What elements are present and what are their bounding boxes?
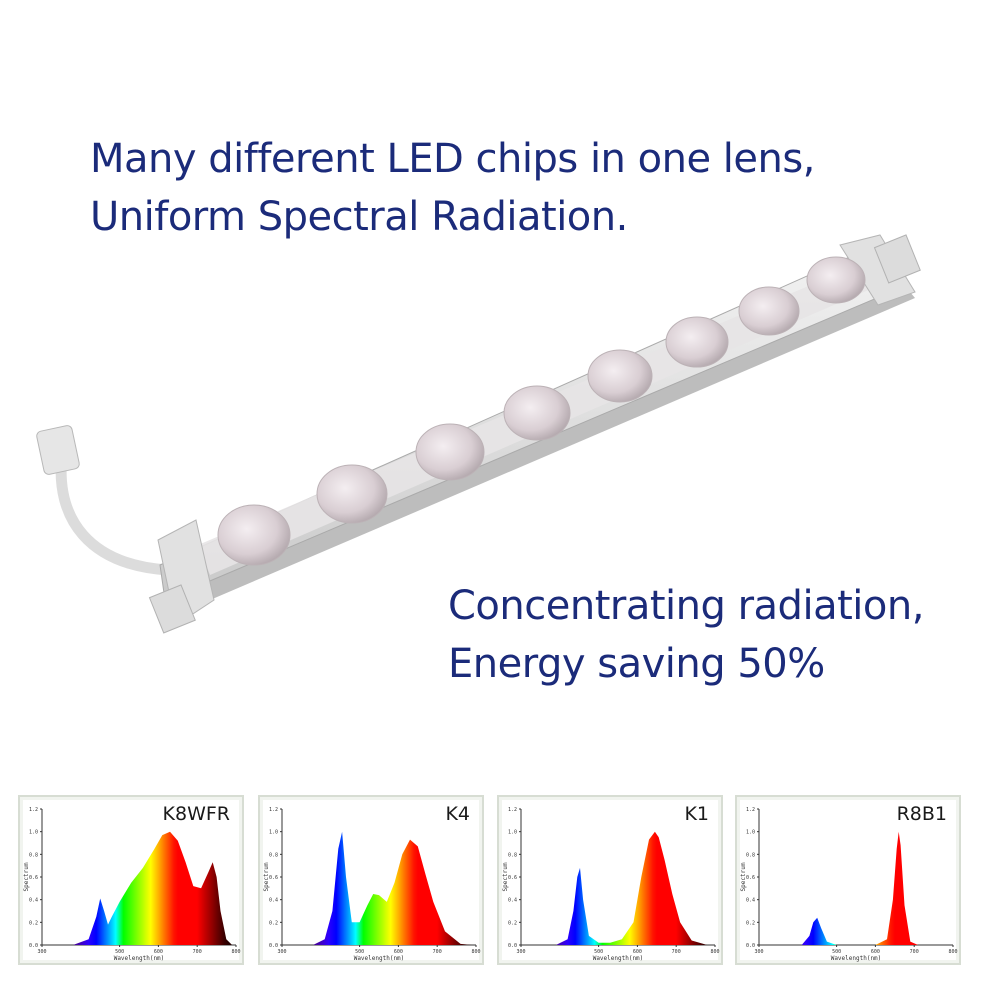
x-tick-label: 600	[633, 949, 642, 955]
y-axis-label: Spectrum	[263, 862, 270, 891]
y-tick-label: 0.8	[269, 852, 278, 858]
y-tick-label: 1.0	[746, 830, 755, 836]
y-tick-label: 0.6	[29, 875, 38, 881]
y-tick-label: 1.2	[508, 807, 517, 813]
x-tick-label: 800	[471, 949, 480, 955]
lens-group	[217, 256, 866, 566]
mount-tab-left	[148, 584, 196, 634]
spectrum-title: K8WFR	[162, 803, 230, 825]
headline-top-line2: Uniform Spectral Radiation.	[90, 194, 628, 240]
x-tick-label: 700	[672, 949, 681, 955]
y-tick-label: 0.4	[746, 898, 755, 904]
x-axis-label: Wavelength(nm)	[831, 955, 882, 962]
y-tick-label: 0.2	[746, 920, 755, 926]
spectrum-chart: 0.0 0.2 0.4 0.6 0.8 1.0 1.2 300 500 600 700 800 Wave…	[23, 807, 241, 962]
spectrum-chart: 0.0 0.2 0.4 0.6 0.8 1.0 1.2 300 500 600 700 800 Wave…	[740, 807, 958, 962]
y-tick-label: 0.6	[746, 875, 755, 881]
x-tick-label: 800	[231, 949, 240, 955]
spectrum-title: K1	[684, 803, 709, 825]
spectrum-area	[313, 831, 473, 945]
headline-top: Many different LED chips in one lens, Un…	[90, 130, 815, 246]
x-tick-label: 300	[37, 949, 46, 955]
y-tick-label: 0.6	[508, 875, 517, 881]
x-tick-label: 300	[754, 949, 763, 955]
headline-top-line1: Many different LED chips in one lens,	[90, 136, 815, 182]
y-tick-label: 1.0	[29, 830, 38, 836]
spectrum-panel-r8b1: 0.0 0.2 0.4 0.6 0.8 1.0 1.2 300 500 600 700 800 Wave…	[735, 795, 961, 965]
y-tick-label: 0.8	[29, 852, 38, 858]
headline-mid: Concentrating radiation, Energy saving 5…	[448, 577, 924, 693]
headline-mid-line1: Concentrating radiation,	[448, 583, 924, 629]
y-tick-label: 0.8	[508, 852, 517, 858]
y-tick-label: 1.0	[508, 830, 517, 836]
spectrum-panel-k1: 0.0 0.2 0.4 0.6 0.8 1.0 1.2 300 500 600 700 800 Wave…	[497, 795, 723, 965]
y-tick-label: 1.0	[269, 830, 278, 836]
spectrum-panel-k4: 0.0 0.2 0.4 0.6 0.8 1.0 1.2 300 500 600 700 800 Wave…	[258, 795, 484, 965]
y-tick-label: 0.0	[508, 943, 517, 949]
x-tick-label: 500	[594, 949, 603, 955]
x-tick-label: 700	[910, 949, 919, 955]
lens	[503, 385, 571, 441]
x-tick-label: 300	[516, 949, 525, 955]
headline-mid-line2: Energy saving 50%	[448, 641, 825, 687]
y-axis-label: Spectrum	[502, 862, 509, 891]
x-tick-label: 500	[355, 949, 364, 955]
x-tick-label: 800	[948, 949, 957, 955]
y-tick-label: 1.2	[269, 807, 278, 813]
x-axis-label: Wavelength(nm)	[593, 955, 644, 962]
spectrum-title: R8B1	[896, 803, 947, 825]
x-axis-label: Wavelength(nm)	[114, 955, 165, 962]
spectrum-chart: 0.0 0.2 0.4 0.6 0.8 1.0 1.2 300 500 600 700 800 Wave…	[502, 807, 720, 962]
y-tick-label: 1.2	[29, 807, 38, 813]
spectrum-panel-k8wfr: 0.0 0.2 0.4 0.6 0.8 1.0 1.2 300 500 600 700 800 Wave…	[18, 795, 244, 965]
lens	[738, 286, 800, 336]
y-axis-label: Spectrum	[23, 862, 30, 891]
end-cap-right	[839, 234, 916, 306]
y-tick-label: 0.0	[269, 943, 278, 949]
y-tick-label: 0.4	[269, 898, 278, 904]
y-tick-label: 0.2	[29, 920, 38, 926]
x-tick-label: 700	[433, 949, 442, 955]
y-tick-label: 0.2	[508, 920, 517, 926]
y-tick-label: 0.0	[746, 943, 755, 949]
mount-tab-right	[873, 234, 921, 284]
spectrum-area	[555, 831, 708, 945]
x-tick-label: 500	[832, 949, 841, 955]
lens	[316, 464, 388, 524]
x-tick-label: 800	[710, 949, 719, 955]
y-tick-label: 0.2	[269, 920, 278, 926]
y-tick-label: 1.2	[746, 807, 755, 813]
y-tick-label: 0.6	[269, 875, 278, 881]
x-tick-label: 600	[394, 949, 403, 955]
x-axis-label: Wavelength(nm)	[354, 955, 405, 962]
y-tick-label: 0.0	[29, 943, 38, 949]
connector-plug	[36, 425, 80, 475]
x-tick-label: 600	[871, 949, 880, 955]
lens	[587, 349, 653, 403]
y-tick-label: 0.8	[746, 852, 755, 858]
x-tick-label: 700	[193, 949, 202, 955]
y-tick-label: 0.4	[29, 898, 38, 904]
x-tick-label: 500	[115, 949, 124, 955]
lens	[415, 423, 485, 481]
lens	[806, 256, 866, 304]
spectrum-chart: 0.0 0.2 0.4 0.6 0.8 1.0 1.2 300 500 600 700 800 Wave…	[263, 807, 481, 962]
spectrum-area	[801, 831, 950, 945]
bar-housing	[165, 286, 915, 615]
x-tick-label: 300	[277, 949, 286, 955]
power-cable	[55, 449, 174, 576]
x-tick-label: 600	[154, 949, 163, 955]
spectrum-area	[73, 831, 233, 945]
y-tick-label: 0.4	[508, 898, 517, 904]
lens	[665, 316, 729, 368]
spectrum-title: K4	[445, 803, 470, 825]
lens	[217, 504, 291, 566]
y-axis-label: Spectrum	[740, 862, 747, 891]
